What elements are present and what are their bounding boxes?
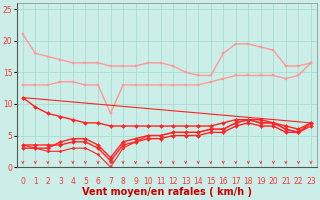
X-axis label: Vent moyen/en rafales ( km/h ): Vent moyen/en rafales ( km/h ) (82, 187, 252, 197)
